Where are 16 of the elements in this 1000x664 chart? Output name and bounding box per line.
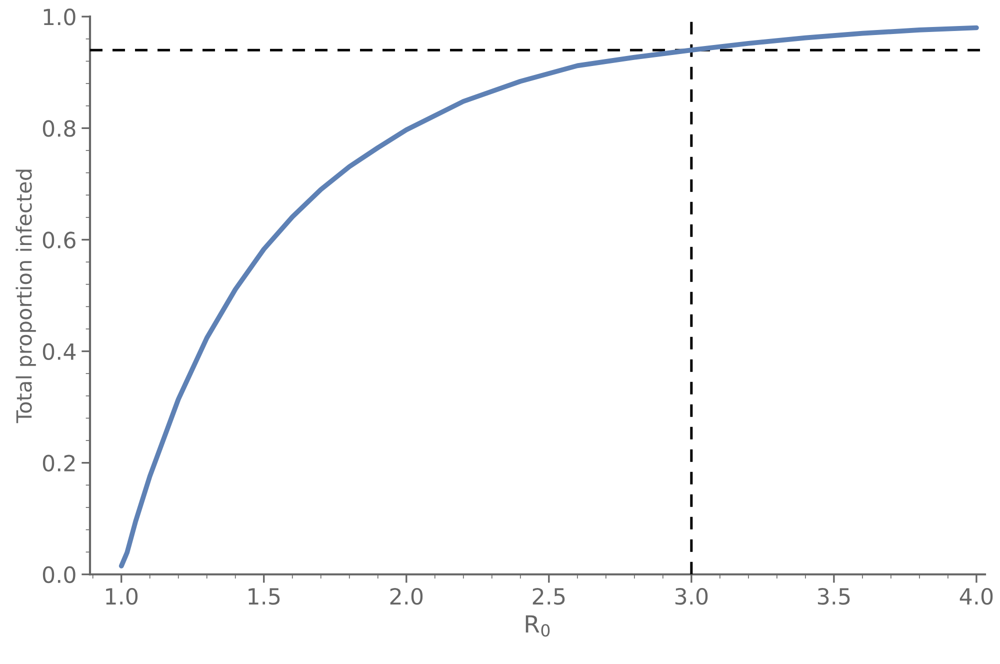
x-tick-label: 1.0 [106, 588, 138, 605]
x-tick-label: 4.0 [960, 588, 993, 605]
x-tick-label: 1.5 [248, 588, 280, 605]
y-tick-label: 0.6 [42, 232, 76, 248]
y-tick-label: 0.4 [42, 343, 76, 360]
x-tick-label: 3.0 [675, 588, 708, 605]
x-tick-label: 2.5 [532, 588, 565, 605]
y-tick-label: 0.2 [42, 454, 75, 472]
y-tick-label: 1.0 [44, 8, 76, 26]
line-series [118, 25, 979, 568]
x-tick-label: 3.5 [818, 588, 850, 605]
y-tick-label: 0.8 [42, 120, 76, 137]
x-axis-title: R$_{0}$ [526, 615, 550, 637]
x-tick-label: 2.0 [390, 588, 423, 605]
y-tick-label: 0.0 [42, 566, 76, 584]
y-axis-title: Total proportion infected [16, 170, 36, 424]
